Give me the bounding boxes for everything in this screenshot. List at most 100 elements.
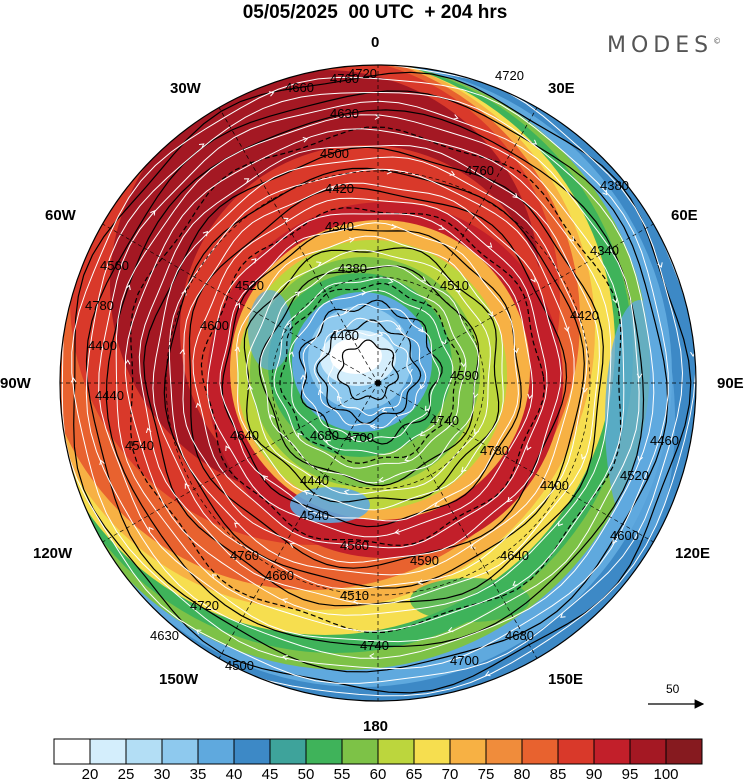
colorbar-tick-label: 70 xyxy=(441,766,459,783)
streamline-arrow xyxy=(297,432,303,439)
brand-mark: © xyxy=(713,36,722,46)
streamline-arrow xyxy=(202,230,209,237)
wind-streamline xyxy=(301,303,441,443)
colorbar-swatch xyxy=(449,738,487,765)
height-contour-line xyxy=(243,247,500,503)
streamline-arrow xyxy=(507,496,513,503)
streamline-arrow xyxy=(474,428,480,435)
wind-streamline xyxy=(115,114,625,632)
colorbar-swatch xyxy=(665,738,703,765)
streamline-arrow xyxy=(420,276,427,282)
streamline-arrow xyxy=(612,297,618,304)
colorbar-swatch xyxy=(593,738,631,765)
streamline-arrow xyxy=(99,459,105,466)
lon-label-180: 180 xyxy=(363,718,389,735)
height-contour-line xyxy=(316,319,422,425)
contour-label: 4700 xyxy=(345,430,374,445)
colorbar-swatch xyxy=(557,738,595,765)
streamline-arrow xyxy=(337,395,343,402)
streamline-arrow xyxy=(282,654,288,661)
streamline-arrow xyxy=(117,575,124,582)
streamline-arrow xyxy=(294,291,301,297)
streamline-arrow xyxy=(243,178,250,184)
colorbar-swatch xyxy=(629,738,667,765)
contour-label: 4680 xyxy=(310,428,339,443)
streamline-arrow xyxy=(350,435,357,442)
contour-label: 4460 xyxy=(650,433,679,448)
streamline-arrow xyxy=(434,501,440,507)
map-title: 05/05/2025 00 UTC + 204 hrs xyxy=(242,2,508,23)
streamline-arrow xyxy=(582,387,588,393)
colorbar-swatch xyxy=(269,738,307,765)
wind-streamline xyxy=(138,144,600,605)
lon-label-150e: 150E xyxy=(548,671,584,688)
streamline-arrow xyxy=(316,261,322,267)
lon-label-60w: 60W xyxy=(45,207,76,224)
streamline-arrow xyxy=(419,383,425,390)
contour-label: 4780 xyxy=(480,443,509,458)
lon-label-90w: 90W xyxy=(0,375,31,392)
colorbar-tick-label: 35 xyxy=(189,766,207,783)
wind-streamline xyxy=(206,213,534,538)
contour-label: 4500 xyxy=(320,146,349,161)
brand-text: MODES xyxy=(607,33,714,58)
colorbar-tick-label: 30 xyxy=(153,766,171,783)
streamline-arrow xyxy=(234,346,241,352)
streamline-arrow xyxy=(198,143,205,149)
streamline-arrow xyxy=(303,490,310,495)
lon-label-30e: 30E xyxy=(548,80,575,97)
streamline-arrow xyxy=(531,139,538,145)
streamline-arrow xyxy=(417,579,424,585)
streamline-arrow xyxy=(195,629,202,635)
wind-streamline xyxy=(124,128,612,616)
contour-label: 4780 xyxy=(85,298,114,313)
streamline-arrow xyxy=(369,423,376,430)
streamline-arrow xyxy=(282,598,288,604)
field-polar-low xyxy=(330,338,382,374)
colorbar-tick-label: 75 xyxy=(477,766,495,783)
contour-label: 4720 xyxy=(190,598,219,613)
lon-label-0: 0 xyxy=(371,34,380,51)
streamline-arrow xyxy=(484,670,491,677)
colorbar-tick-label: 65 xyxy=(405,766,423,783)
streamline-arrow xyxy=(530,276,536,283)
contour-label: 4660 xyxy=(285,80,314,95)
contour-label: 4520 xyxy=(235,278,264,293)
streamline-arrow xyxy=(657,262,663,268)
contour-label: 4400 xyxy=(88,338,117,353)
contour-label: 4420 xyxy=(325,181,354,196)
colorbar-swatch xyxy=(161,738,199,765)
streamline-arrow xyxy=(300,374,307,380)
height-contour-line xyxy=(200,207,546,547)
contour-label: 4760 xyxy=(230,548,259,563)
contour-label: 4740 xyxy=(430,413,459,428)
streamline-arrow xyxy=(378,476,384,483)
meridian-line xyxy=(218,382,379,659)
streamline-arrow xyxy=(68,286,74,293)
contour-label: 4540 xyxy=(125,438,154,453)
streamline-arrow xyxy=(329,185,335,192)
streamline-arrow xyxy=(386,168,393,175)
streamline-arrow xyxy=(513,347,519,354)
streamline-arrow xyxy=(333,348,339,355)
wind-streamline xyxy=(246,249,491,495)
vector-scale-label: 50 xyxy=(666,682,680,696)
streamline-arrow xyxy=(455,287,461,293)
streamline-arrow xyxy=(125,284,131,291)
streamline-arrow xyxy=(377,331,384,337)
colorbar-tick-label: 45 xyxy=(261,766,279,783)
contour-label: 4630 xyxy=(330,106,359,121)
wind-streamline xyxy=(98,100,640,643)
streamline-arrow xyxy=(145,427,152,434)
streamline-arrow xyxy=(179,349,186,355)
height-contour-line xyxy=(221,228,522,528)
streamline-arrow xyxy=(124,359,131,365)
field-blob-4 xyxy=(605,300,675,540)
meridian-line xyxy=(377,223,654,384)
streamline-arrow xyxy=(325,439,331,445)
contour-label: 4460 xyxy=(330,328,359,343)
lon-label-120w: 120W xyxy=(33,545,73,562)
height-contour-line xyxy=(279,282,461,464)
colorbar-swatch xyxy=(341,738,379,765)
